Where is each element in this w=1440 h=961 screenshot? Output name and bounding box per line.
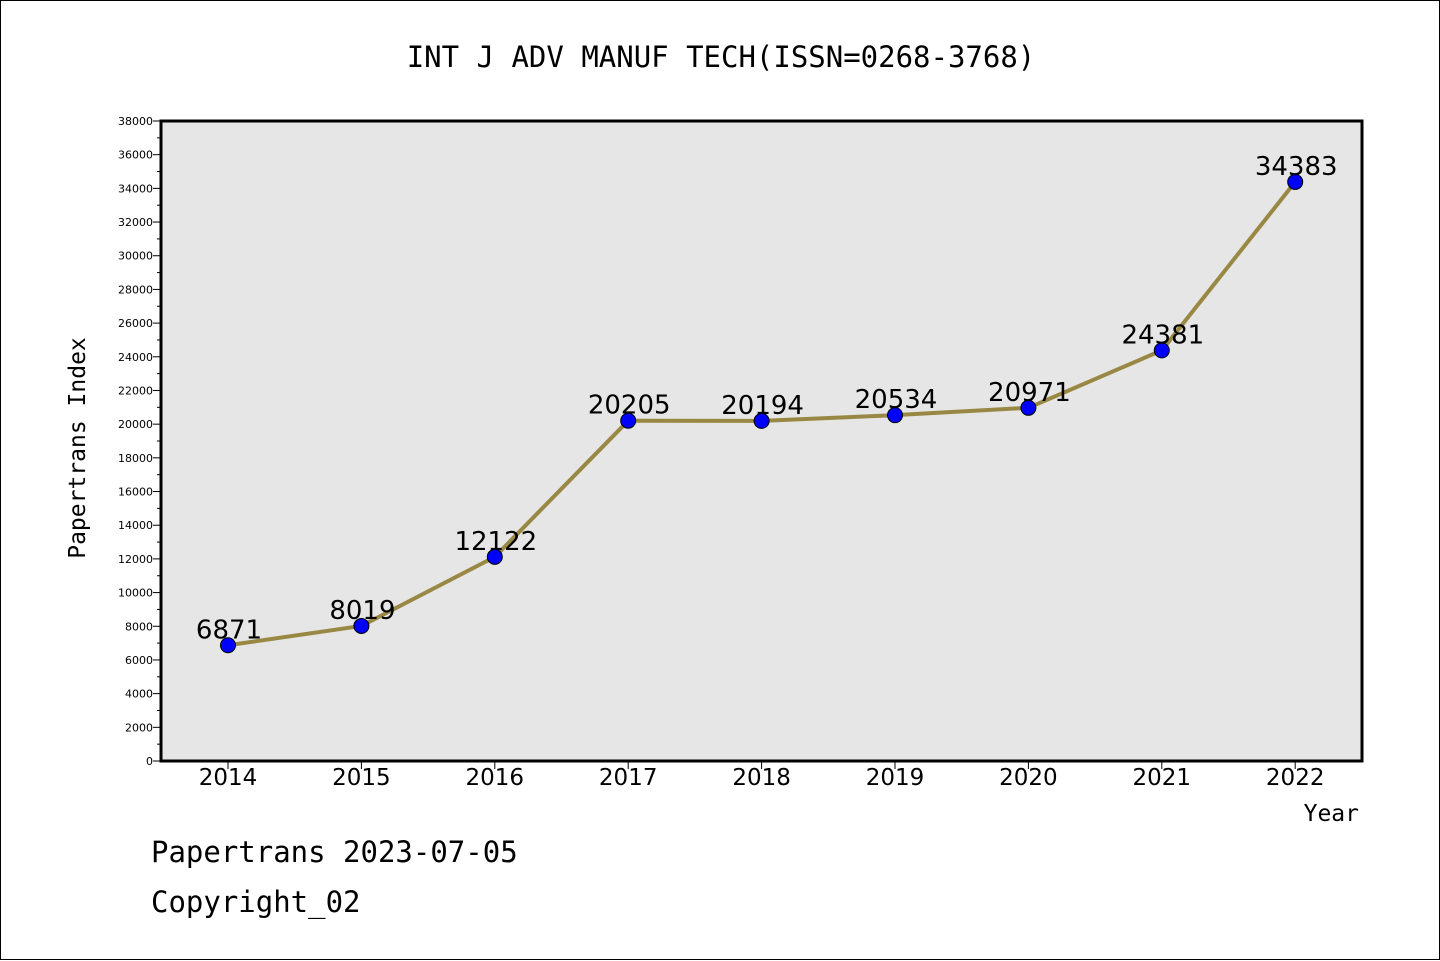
data-point [353,617,370,634]
y-tick-label: 22000 [118,384,153,397]
y-tick-label: 30000 [118,250,153,263]
y-tick-label: 26000 [118,317,153,330]
x-tick-label: 2020 [999,765,1058,791]
y-tick-label: 38000 [118,115,153,128]
data-point [486,548,503,565]
y-tick-label: 12000 [118,553,153,566]
y-tick-label: 24000 [118,351,153,364]
x-axis-title: Year [1304,801,1359,827]
data-label: 6871 [196,615,262,645]
data-label: 20971 [988,378,1071,408]
data-label: 34383 [1255,152,1338,182]
y-tick-label: 16000 [118,486,153,499]
y-tick-label: 28000 [118,283,153,296]
data-label: 12122 [454,527,537,557]
data-point [1287,173,1304,190]
y-tick-label: 2000 [125,721,153,734]
y-tick-label: 20000 [118,418,153,431]
x-tick-label: 2022 [1266,765,1325,791]
x-tick-label: 2015 [332,765,391,791]
x-tick-label: 2021 [1133,765,1192,791]
plot-area [159,119,1364,763]
y-tick-label: 34000 [118,182,153,195]
chart-title: INT J ADV MANUF TECH(ISSN=0268-3768) [407,40,1036,74]
y-tick-label: 4000 [125,688,153,701]
data-label: 20194 [721,391,804,421]
x-tick-label: 2014 [199,765,258,791]
y-tick-label: 32000 [118,216,153,229]
data-point [1153,342,1170,359]
y-tick-label: 10000 [118,587,153,600]
data-point [1020,399,1037,416]
x-tick-label: 2018 [732,765,791,791]
y-tick-label: 18000 [118,452,153,465]
x-axis: 2014 2015 2016 2017 2018 2019 2020 2021 2022 [199,761,1325,791]
data-label: 20205 [588,391,671,421]
footer-copyright: Copyright_02 [151,885,361,919]
y-tick-label: 8000 [125,620,153,633]
data-point [220,637,236,654]
y-tick-label: 6000 [125,654,153,667]
data-point [753,412,770,429]
x-tick-label: 2019 [866,765,925,791]
x-tick-label: 2016 [466,765,525,791]
x-tick-label: 2017 [599,765,658,791]
data-point [620,412,637,429]
data-label: 20534 [855,385,938,415]
y-tick-label: 36000 [118,149,153,162]
y-axis-title: Papertrans Index [65,337,91,559]
data-label: 8019 [329,596,395,626]
y-tick-label: 14000 [118,519,153,532]
y-axis: 0 2000 4000 6000 8000 10000 12000 14000 16000 180… [118,115,161,768]
footer-date: Papertrans 2023-07-05 [151,835,518,869]
series-group: 6871 8019 12122 20205 20194 20534 20971 24381 34… [196,152,1338,654]
data-label: 24381 [1121,320,1204,350]
y-tick-label: 0 [146,755,153,768]
data-point [887,407,903,424]
